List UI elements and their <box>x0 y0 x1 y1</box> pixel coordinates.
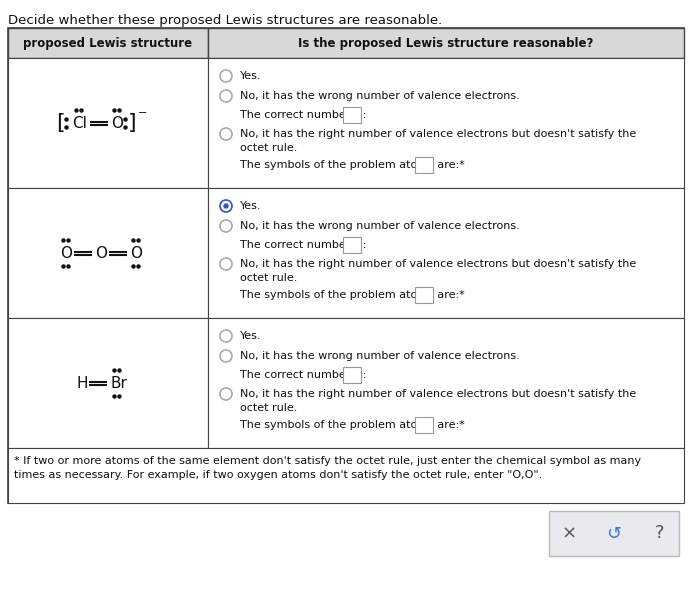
Circle shape <box>220 330 232 342</box>
Circle shape <box>220 388 232 400</box>
Text: ?: ? <box>654 525 664 542</box>
Bar <box>415 417 433 433</box>
Circle shape <box>220 200 232 212</box>
Bar <box>343 237 361 253</box>
Bar <box>208 28 684 58</box>
Bar <box>8 28 208 58</box>
Text: octet rule.: octet rule. <box>240 403 298 413</box>
Text: Cl: Cl <box>72 116 87 131</box>
Circle shape <box>220 220 232 232</box>
Text: proposed Lewis structure: proposed Lewis structure <box>23 36 192 49</box>
Bar <box>208 318 684 448</box>
Text: ↺: ↺ <box>606 525 622 542</box>
Text: No, it has the wrong number of valence electrons.: No, it has the wrong number of valence e… <box>240 91 519 101</box>
Text: octet rule.: octet rule. <box>240 143 298 153</box>
Text: The symbols of the problem atoms are:*: The symbols of the problem atoms are:* <box>240 420 465 430</box>
Text: ]: ] <box>128 113 136 133</box>
Text: Yes.: Yes. <box>240 201 262 211</box>
Text: H: H <box>76 376 88 390</box>
Circle shape <box>220 350 232 362</box>
Circle shape <box>220 90 232 102</box>
Circle shape <box>220 70 232 82</box>
Text: ×: × <box>561 525 577 542</box>
Bar <box>343 107 361 123</box>
Text: octet rule.: octet rule. <box>240 273 298 283</box>
Text: Yes.: Yes. <box>240 331 262 341</box>
Text: No, it has the wrong number of valence electrons.: No, it has the wrong number of valence e… <box>240 221 519 231</box>
Text: No, it has the wrong number of valence electrons.: No, it has the wrong number of valence e… <box>240 351 519 361</box>
Text: Is the proposed Lewis structure reasonable?: Is the proposed Lewis structure reasonab… <box>298 36 594 49</box>
Bar <box>415 287 433 303</box>
Bar <box>8 448 684 503</box>
Bar <box>208 188 684 318</box>
Bar <box>8 188 208 318</box>
Bar <box>8 318 208 448</box>
Text: O: O <box>111 116 123 131</box>
Text: No, it has the right number of valence electrons but doesn't satisfy the: No, it has the right number of valence e… <box>240 259 636 269</box>
Circle shape <box>220 258 232 270</box>
Circle shape <box>220 128 232 140</box>
Bar <box>8 58 208 188</box>
Bar <box>8 28 684 503</box>
Text: No, it has the right number of valence electrons but doesn't satisfy the: No, it has the right number of valence e… <box>240 389 636 399</box>
Text: O: O <box>130 246 142 260</box>
Bar <box>208 58 684 188</box>
Text: The correct number is:: The correct number is: <box>240 240 366 250</box>
Text: Yes.: Yes. <box>240 71 262 81</box>
Text: The symbols of the problem atoms are:*: The symbols of the problem atoms are:* <box>240 160 465 170</box>
Circle shape <box>223 203 229 209</box>
Bar <box>343 367 361 383</box>
Text: O: O <box>95 246 107 260</box>
Bar <box>415 157 433 173</box>
Text: O: O <box>60 246 72 260</box>
Text: The correct number is:: The correct number is: <box>240 370 366 380</box>
Text: * If two or more atoms of the same element don't satisfy the octet rule, just en: * If two or more atoms of the same eleme… <box>14 456 641 480</box>
Text: −: − <box>138 108 148 118</box>
Text: The correct number is:: The correct number is: <box>240 110 366 120</box>
Text: The symbols of the problem atoms are:*: The symbols of the problem atoms are:* <box>240 290 465 300</box>
Text: No, it has the right number of valence electrons but doesn't satisfy the: No, it has the right number of valence e… <box>240 129 636 139</box>
Bar <box>549 511 679 556</box>
Text: [: [ <box>56 113 64 133</box>
Text: Br: Br <box>110 376 127 390</box>
Text: Decide whether these proposed Lewis structures are reasonable.: Decide whether these proposed Lewis stru… <box>8 14 442 27</box>
